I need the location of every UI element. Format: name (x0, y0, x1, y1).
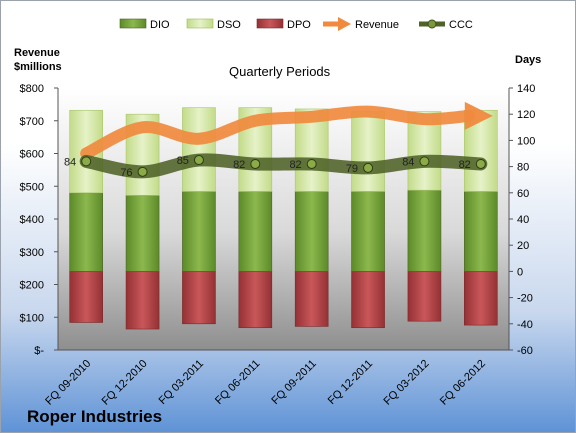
x-tick-label: FQ 09-2010 (43, 358, 93, 408)
right-tick-label: 120 (517, 109, 535, 121)
legend-label-dpo: DPO (287, 19, 311, 31)
bar-dio (125, 195, 160, 272)
legend-swatch-dio (119, 18, 147, 29)
legend: DIO DSO DPO Revenue CCC (119, 17, 473, 31)
left-tick-label: $200 (20, 280, 44, 292)
left-tick-label: $100 (20, 312, 44, 324)
bar-dpo (238, 271, 273, 329)
legend-swatch-dso (186, 18, 214, 29)
legend-label-revenue: Revenue (355, 19, 399, 31)
ccc-data-label: 82 (289, 159, 301, 171)
ccc-point (306, 158, 317, 169)
revenue-line (80, 105, 475, 160)
x-tick-label: FQ 03-2011 (157, 358, 206, 407)
right-tick-label: 80 (517, 162, 529, 174)
legend-swatch-revenue (323, 17, 351, 31)
right-tick-label: 0 (517, 266, 523, 278)
x-tick-label: FQ 06-2012 (438, 358, 488, 408)
ccc-point (137, 166, 148, 177)
bar-dpo (351, 271, 385, 329)
bar-dpo (294, 271, 329, 327)
ccc-data-label: 82 (233, 159, 245, 171)
ccc-point (81, 156, 92, 167)
x-tick-label: FQ 12-2010 (100, 358, 150, 408)
right-tick-label: -40 (517, 319, 533, 331)
ccc-data-label: 84 (402, 156, 414, 168)
left-tick-label: $700 (20, 116, 44, 128)
bar-dio (238, 191, 273, 272)
bar-dio (464, 191, 498, 272)
bar-dio (351, 191, 385, 272)
x-tick-label: FQ 03-2012 (382, 358, 432, 408)
right-tick-label: 140 (517, 83, 535, 95)
bar-dpo (464, 271, 498, 326)
x-tick-label: FQ 12-2011 (326, 358, 375, 407)
x-tick-label: FQ 06-2011 (213, 358, 262, 407)
left-axis-label-line1: Revenue (14, 47, 60, 59)
right-tick-label: 100 (517, 135, 535, 147)
ccc-point (363, 162, 374, 173)
bar-dpo (125, 271, 160, 330)
left-tick-label: $600 (20, 149, 44, 161)
legend-swatch-dpo (256, 18, 284, 29)
ccc-data-label: 85 (177, 155, 189, 167)
right-tick-label: 40 (517, 214, 529, 226)
revenue-arrowhead (464, 101, 493, 130)
bar-dio (182, 191, 216, 272)
ccc-point (193, 155, 204, 166)
bar-dso (351, 111, 385, 192)
legend-label-dio: DIO (150, 19, 170, 31)
legend-swatch-ccc (419, 19, 445, 29)
bar-dio (69, 192, 103, 272)
left-axis-label-line2: $millions (14, 61, 62, 73)
left-tick-label: $500 (20, 181, 44, 193)
ccc-point (250, 158, 261, 169)
ccc-point (419, 156, 430, 167)
left-tick-label: $800 (20, 83, 44, 95)
ccc-data-label: 79 (346, 163, 358, 175)
bar-dso (182, 107, 216, 192)
ccc-data-label: 76 (120, 167, 132, 179)
bar-dpo (407, 271, 442, 322)
left-tick-label: $400 (20, 214, 44, 226)
right-tick-label: 60 (517, 188, 529, 200)
company-name: Roper Industries (27, 407, 162, 426)
right-axis-label: Days (515, 54, 541, 66)
bar-dio (294, 191, 329, 272)
bar-dpo (182, 271, 216, 325)
chart-title: Quarterly Periods (229, 64, 331, 79)
bar-dpo (69, 271, 103, 323)
ccc-data-label: 84 (64, 156, 76, 168)
right-tick-label: -60 (517, 345, 533, 357)
ccc-point (475, 158, 486, 169)
ccc-data-label: 82 (459, 159, 471, 171)
right-tick-label: -20 (517, 293, 533, 305)
x-tick-label: FQ 09-2011 (269, 358, 318, 407)
legend-label-dso: DSO (217, 19, 241, 31)
left-tick-label: $300 (20, 247, 44, 259)
left-tick-label: $- (34, 345, 44, 357)
right-tick-label: 20 (517, 240, 529, 252)
legend-label-ccc: CCC (449, 19, 473, 31)
bar-dio (407, 189, 442, 272)
